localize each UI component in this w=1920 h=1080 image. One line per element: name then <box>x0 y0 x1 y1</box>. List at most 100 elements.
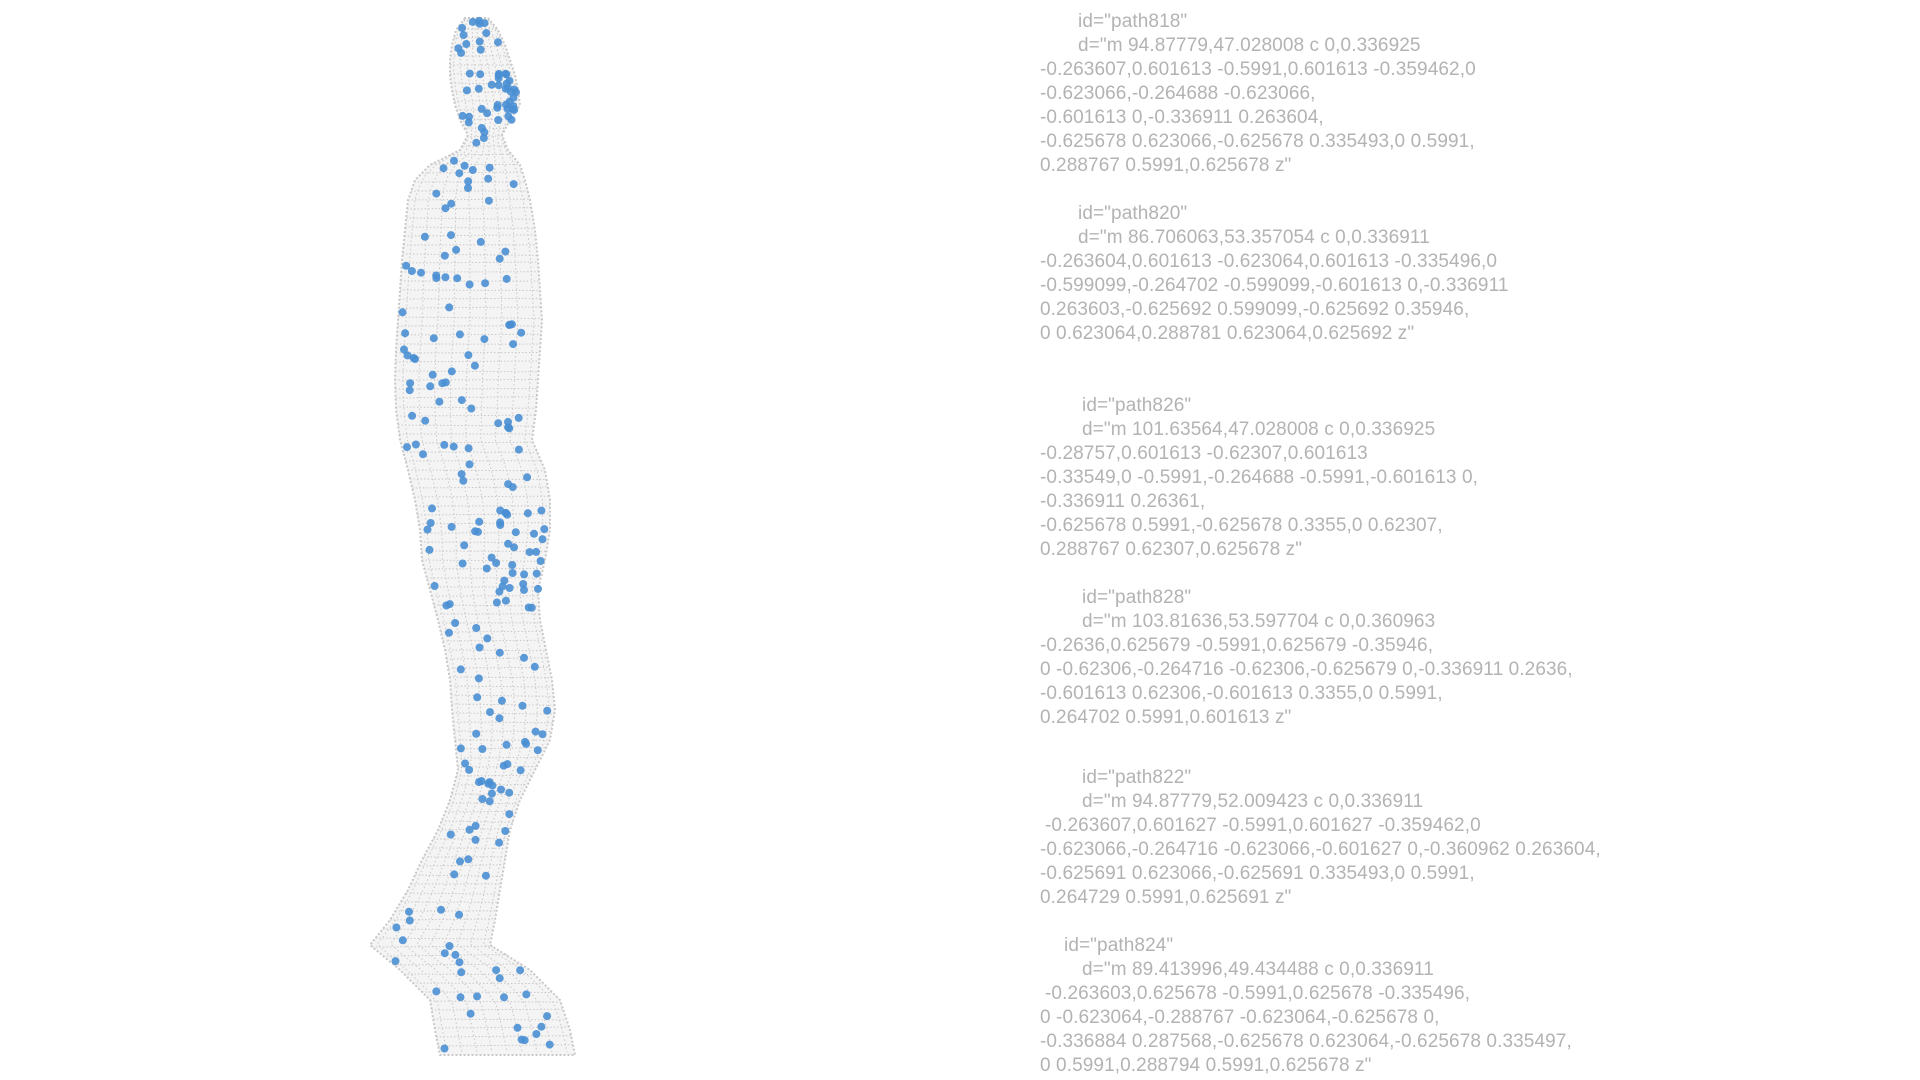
mesh-line <box>398 306 542 309</box>
sample-point <box>475 643 484 652</box>
path-d-line: 0.288767 0.62307,0.625678 z" <box>1040 539 1303 560</box>
sample-point <box>456 665 465 674</box>
sample-point <box>465 765 474 774</box>
sample-points <box>391 16 554 1053</box>
path-d-line: 0 0.5991,0.288794 0.5991,0.625678 z" <box>1040 1055 1372 1076</box>
sample-point <box>501 508 510 517</box>
mesh-line <box>399 289 541 292</box>
sample-point <box>543 1012 552 1021</box>
sample-point <box>465 460 474 469</box>
sample-point <box>457 48 466 57</box>
path-d-line: -0.263607,0.601627 -0.5991,0.601627 -0.3… <box>1045 815 1481 836</box>
sample-point <box>421 416 430 425</box>
sample-point <box>423 525 432 534</box>
sample-point <box>532 569 541 578</box>
sample-point <box>405 907 413 916</box>
path-id-line: id="path818" <box>1078 11 1188 32</box>
sample-point <box>483 634 492 643</box>
path-d-line: -0.599099,-0.264702 -0.599099,-0.601613 … <box>1040 275 1509 296</box>
sample-point <box>486 708 494 717</box>
mesh-line <box>402 253 538 256</box>
sample-point <box>520 653 528 662</box>
sample-point <box>405 386 414 395</box>
path-d-line: -0.625678 0.623066,-0.625678 0.335493,0 … <box>1040 131 1475 152</box>
sample-point <box>505 97 514 106</box>
sample-point <box>459 31 468 40</box>
sample-point <box>478 745 487 753</box>
sample-point <box>456 857 464 866</box>
sample-point <box>464 184 472 192</box>
path-d-line: 0.263603,-0.625692 0.599099,-0.625692 0.… <box>1040 299 1470 320</box>
sample-point <box>532 547 541 556</box>
sample-point <box>473 693 482 702</box>
path-block-path820: id="path820" d="m 86.706063,53.357054 c … <box>1040 202 1740 346</box>
mesh-line <box>449 676 552 679</box>
sample-point <box>505 424 514 433</box>
mesh-line <box>414 495 550 498</box>
sample-point <box>447 367 456 376</box>
sample-point <box>451 619 460 627</box>
path-id-line: id="path824" <box>1064 935 1174 956</box>
sample-point <box>492 598 501 607</box>
path-id-line: id="path820" <box>1078 203 1188 224</box>
sample-point <box>462 40 471 48</box>
sample-point <box>464 855 473 864</box>
sample-point <box>409 354 418 362</box>
sample-point <box>495 974 504 983</box>
path-block-path826: id="path826" d="m 101.63564,47.028008 c … <box>1040 394 1740 562</box>
sample-point <box>523 473 532 482</box>
sample-point <box>543 706 552 715</box>
sample-point <box>467 404 476 413</box>
sample-point <box>400 345 408 354</box>
sample-point <box>494 116 503 124</box>
sample-point <box>439 164 448 173</box>
sample-point <box>482 564 491 573</box>
sample-point <box>540 525 549 534</box>
path-d-line: -0.623066,-0.264716 -0.623066,-0.601627 … <box>1040 839 1601 860</box>
path-d-line: 0 -0.62306,-0.264716 -0.62306,-0.625679 … <box>1040 659 1573 680</box>
sample-point <box>441 204 450 213</box>
sample-point <box>464 351 473 360</box>
path-d-line: -0.263607,0.601613 -0.5991,0.601613 -0.3… <box>1040 59 1476 80</box>
sample-point <box>474 527 482 536</box>
sample-point <box>509 180 518 189</box>
sample-point <box>446 830 455 839</box>
sample-point <box>478 795 487 803</box>
sample-point <box>496 521 505 529</box>
sample-point <box>508 561 517 569</box>
sample-point <box>516 766 525 775</box>
path-d-line: -0.2636,0.625679 -0.5991,0.625679 -0.359… <box>1040 635 1434 656</box>
mesh-line <box>418 522 551 525</box>
mesh-line <box>390 19 473 1053</box>
sample-point <box>494 38 502 47</box>
sample-point <box>449 442 458 451</box>
sample-point <box>440 949 449 958</box>
sample-point <box>476 237 485 246</box>
human-point-cloud-icon <box>368 16 577 1056</box>
sample-point <box>406 379 415 388</box>
sample-point <box>502 740 511 749</box>
sample-point <box>504 539 513 548</box>
sample-point <box>398 308 407 317</box>
mesh-line <box>446 657 548 660</box>
sample-point <box>447 199 456 208</box>
sample-point <box>485 778 494 787</box>
sample-point <box>503 760 512 769</box>
sample-point <box>475 778 483 787</box>
sample-point <box>458 24 467 32</box>
sample-point <box>513 1023 522 1032</box>
svg-path-code-panel: id="path818" d="m 94.87779,47.028008 c 0… <box>1040 10 1740 1076</box>
sample-point <box>497 785 505 794</box>
sample-point <box>517 328 526 337</box>
sample-point <box>518 701 527 710</box>
mesh-line <box>372 945 494 948</box>
human-figure <box>360 0 680 1080</box>
sample-point <box>537 1022 546 1031</box>
path-d-line: 0 -0.623064,-0.288767 -0.623064,-0.62567… <box>1040 1007 1440 1028</box>
sample-point <box>429 334 438 343</box>
mesh-line <box>453 721 554 724</box>
sample-point <box>522 990 531 999</box>
path-d-line: d="m 101.63564,47.028008 c 0,0.336925 <box>1082 419 1436 440</box>
sample-point <box>461 759 470 768</box>
sample-point <box>401 329 410 338</box>
